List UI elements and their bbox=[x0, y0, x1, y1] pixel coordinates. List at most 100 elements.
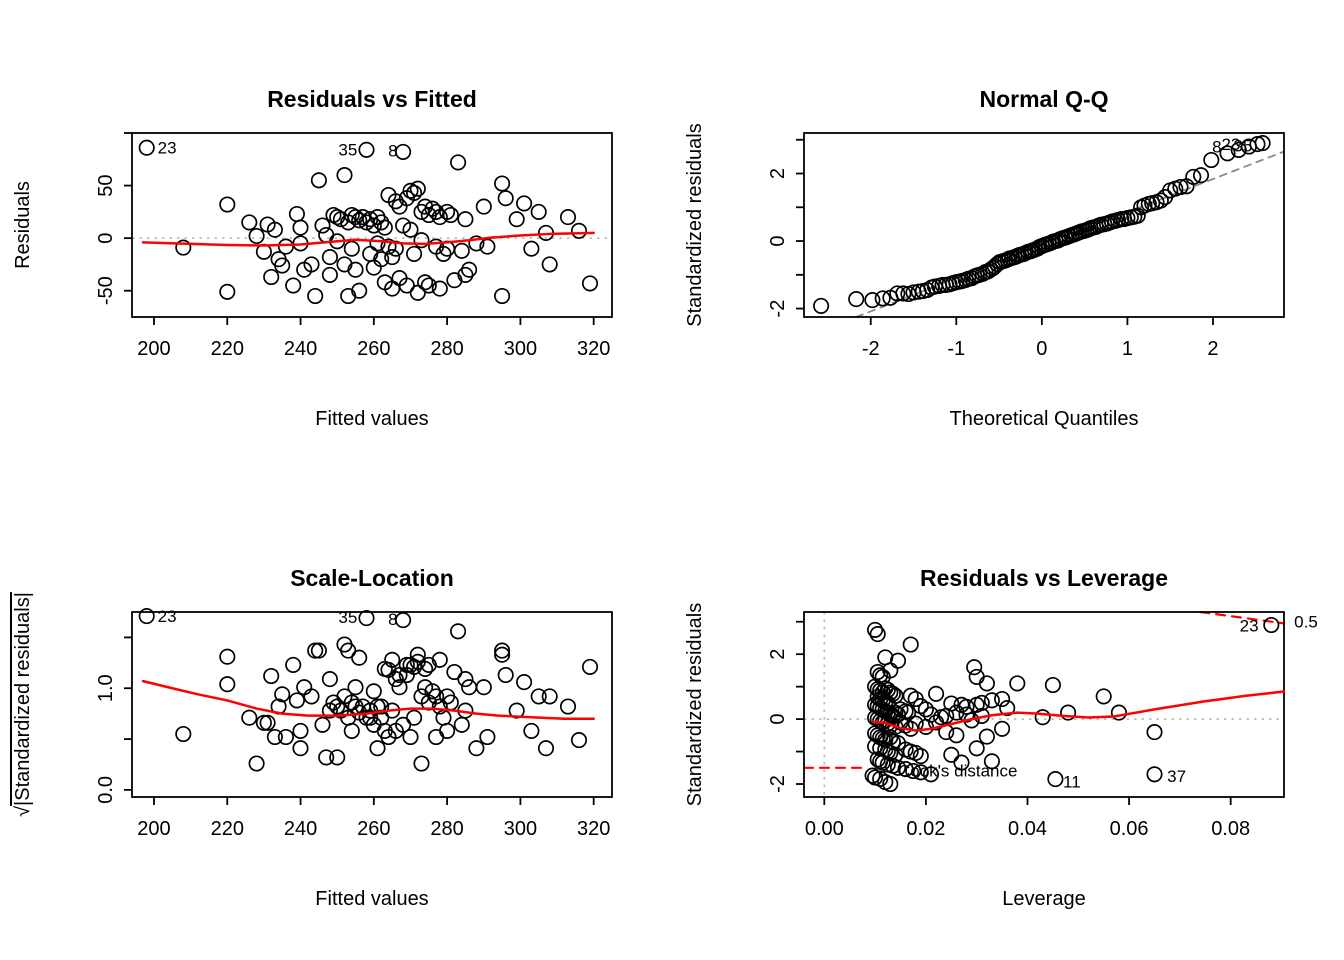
point-label: 8 bbox=[1212, 138, 1221, 157]
data-point bbox=[905, 762, 922, 780]
x-tick-label: 0.06 bbox=[1110, 818, 1149, 840]
y-tick-label: 0 bbox=[95, 233, 117, 244]
data-point bbox=[1146, 724, 1163, 741]
smoother-line bbox=[141, 231, 595, 247]
data-point bbox=[917, 701, 934, 718]
data-point bbox=[369, 698, 386, 715]
x-tick-label: 0.00 bbox=[805, 818, 844, 840]
data-point bbox=[461, 261, 478, 278]
data-point bbox=[428, 203, 445, 220]
data-point bbox=[318, 749, 335, 766]
data-point bbox=[303, 256, 320, 273]
data-point bbox=[406, 184, 423, 201]
data-point bbox=[314, 716, 331, 733]
point-label: 23 bbox=[158, 607, 177, 626]
data-point bbox=[889, 759, 907, 776]
data-point bbox=[296, 679, 313, 696]
x-tick-label: -1 bbox=[947, 338, 965, 360]
data-point bbox=[431, 651, 448, 668]
y-tick-label: 0 bbox=[767, 235, 789, 246]
data-point bbox=[530, 688, 547, 705]
x-tick-label: -2 bbox=[862, 338, 880, 360]
data-point bbox=[402, 182, 419, 199]
point-label: 0.5 bbox=[1294, 613, 1318, 632]
panel-residuals-vs-fitted: Residuals vs Fitted Fitted values Residual… bbox=[12, 86, 613, 430]
data-point bbox=[435, 245, 452, 262]
data-point bbox=[813, 297, 830, 314]
x-tick-label: 240 bbox=[284, 338, 317, 360]
data-point bbox=[347, 679, 364, 696]
data-point bbox=[1230, 141, 1247, 158]
data-point bbox=[219, 196, 236, 213]
data-point bbox=[402, 221, 419, 238]
data-point bbox=[864, 292, 881, 309]
y-tick-label: 1.0 bbox=[95, 674, 117, 702]
smoother-line bbox=[871, 690, 1286, 732]
data-point bbox=[1110, 704, 1127, 721]
data-point bbox=[559, 209, 577, 226]
data-point bbox=[358, 141, 375, 158]
data-point bbox=[402, 728, 419, 746]
data-point bbox=[889, 652, 907, 669]
point-label: 8 bbox=[388, 610, 397, 629]
data-point bbox=[369, 235, 386, 252]
cooks-distance-contour bbox=[1199, 610, 1286, 625]
data-point bbox=[887, 718, 904, 735]
point-label: 35 bbox=[338, 608, 357, 627]
point-label: 23 bbox=[1240, 617, 1259, 636]
data-point bbox=[417, 660, 434, 677]
data-point bbox=[1095, 688, 1112, 705]
data-point bbox=[431, 280, 448, 297]
data-point bbox=[1192, 167, 1210, 184]
data-point bbox=[380, 238, 397, 255]
data-point bbox=[1172, 178, 1189, 196]
data-point bbox=[219, 283, 236, 300]
data-point bbox=[523, 240, 540, 257]
data-point bbox=[999, 700, 1016, 717]
data-point bbox=[983, 753, 1000, 770]
data-point bbox=[1044, 676, 1061, 694]
data-point bbox=[387, 671, 404, 688]
data-point bbox=[902, 687, 919, 704]
data-point bbox=[384, 651, 401, 668]
data-point bbox=[413, 755, 430, 772]
panel-normal-qq: Normal Q-Q Theoretical Quantiles Standardi… bbox=[684, 86, 1285, 430]
y-tick-label: -2 bbox=[767, 300, 789, 318]
x-tick-label: 260 bbox=[357, 338, 390, 360]
data-point bbox=[869, 626, 886, 643]
data-point bbox=[494, 642, 511, 659]
y-tick-label: 2 bbox=[767, 649, 789, 660]
x-tick-label: 1 bbox=[1122, 338, 1133, 360]
data-point bbox=[479, 238, 496, 255]
data-point bbox=[494, 646, 511, 663]
data-point bbox=[310, 172, 327, 189]
data-point bbox=[953, 754, 970, 771]
data-point bbox=[387, 193, 404, 210]
data-point bbox=[912, 764, 929, 781]
point-label: 23 bbox=[1221, 135, 1240, 154]
data-point bbox=[409, 180, 426, 197]
data-point bbox=[943, 746, 960, 763]
data-point bbox=[442, 206, 459, 224]
x-tick-label: 0 bbox=[1036, 338, 1047, 360]
data-point bbox=[516, 195, 533, 212]
points-residuals-vs-leverage bbox=[864, 616, 1280, 793]
data-point bbox=[248, 755, 265, 772]
data-point bbox=[559, 698, 577, 715]
point-label: 37 bbox=[1167, 767, 1186, 786]
data-point bbox=[288, 692, 305, 709]
data-point bbox=[292, 219, 309, 236]
point-label: Cook's distance bbox=[898, 761, 1017, 780]
x-tick-label: 220 bbox=[211, 338, 244, 360]
data-point bbox=[907, 744, 924, 761]
y-tick-label: 0 bbox=[767, 714, 789, 725]
data-point bbox=[365, 683, 382, 700]
data-point bbox=[1009, 675, 1026, 692]
data-point bbox=[424, 683, 441, 700]
data-point bbox=[373, 698, 390, 715]
data-point bbox=[307, 642, 324, 659]
data-point bbox=[277, 238, 294, 255]
data-point bbox=[1152, 192, 1169, 209]
data-point bbox=[450, 623, 467, 640]
